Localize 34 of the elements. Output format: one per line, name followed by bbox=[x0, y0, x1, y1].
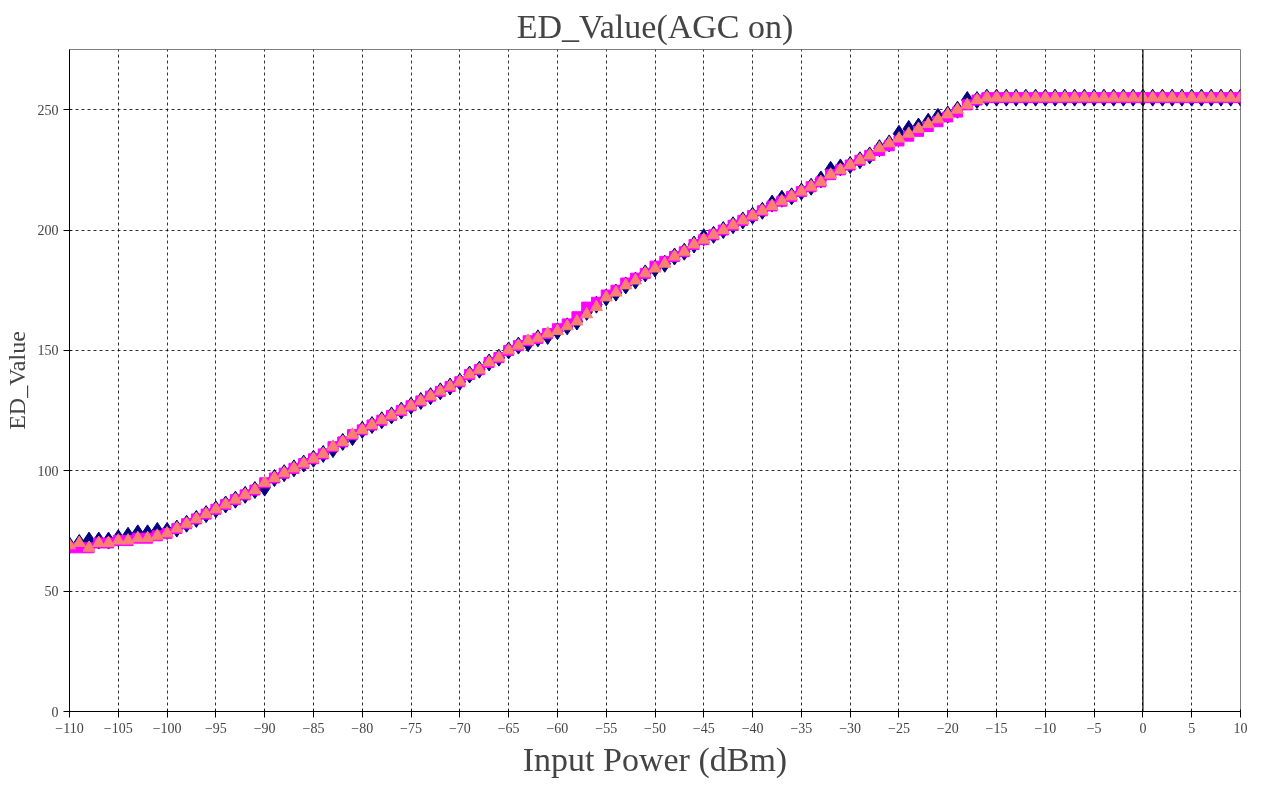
x-tick-label: −90 bbox=[253, 720, 276, 736]
x-tick-label: 5 bbox=[1188, 720, 1196, 736]
x-tick-label: −15 bbox=[985, 720, 1008, 736]
x-tick-label: 10 bbox=[1233, 720, 1248, 736]
y-tick-label: 250 bbox=[37, 102, 59, 118]
x-tick-label: −25 bbox=[888, 720, 910, 736]
chart-title: ED_Value(AGC on) bbox=[516, 7, 794, 46]
x-tick-label: −95 bbox=[204, 720, 227, 736]
x-tick-label: −65 bbox=[497, 720, 520, 736]
x-tick-label: −105 bbox=[103, 720, 133, 736]
y-axis-title: ED_Value bbox=[3, 331, 30, 430]
x-tick-label: 0 bbox=[1139, 720, 1147, 736]
y-tick-label: 100 bbox=[37, 463, 59, 479]
x-tick-label: −20 bbox=[936, 720, 959, 736]
x-tick-label: −110 bbox=[55, 720, 84, 736]
x-tick-label: −40 bbox=[741, 720, 764, 736]
y-tick-label: 50 bbox=[44, 584, 59, 600]
y-tick-label: 200 bbox=[37, 223, 59, 239]
x-tick-label: −10 bbox=[1034, 720, 1057, 736]
x-tick-label: −45 bbox=[692, 720, 715, 736]
y-tick-label: 150 bbox=[37, 343, 59, 359]
x-tick-label: −100 bbox=[152, 720, 182, 736]
x-tick-label: −50 bbox=[644, 720, 666, 736]
x-tick-label: −30 bbox=[839, 720, 862, 736]
x-axis-title: Input Power (dBm) bbox=[522, 740, 788, 779]
x-tick-label: −35 bbox=[790, 720, 813, 736]
x-tick-label: −85 bbox=[302, 720, 325, 736]
x-tick-label: −60 bbox=[546, 720, 569, 736]
y-tick-label: 0 bbox=[51, 704, 59, 720]
x-tick-label: −80 bbox=[351, 720, 374, 736]
x-tick-label: −5 bbox=[1086, 720, 1102, 736]
x-tick-label: −70 bbox=[448, 720, 471, 736]
x-tick-label: −55 bbox=[595, 720, 618, 736]
x-tick-label: −75 bbox=[400, 720, 422, 736]
